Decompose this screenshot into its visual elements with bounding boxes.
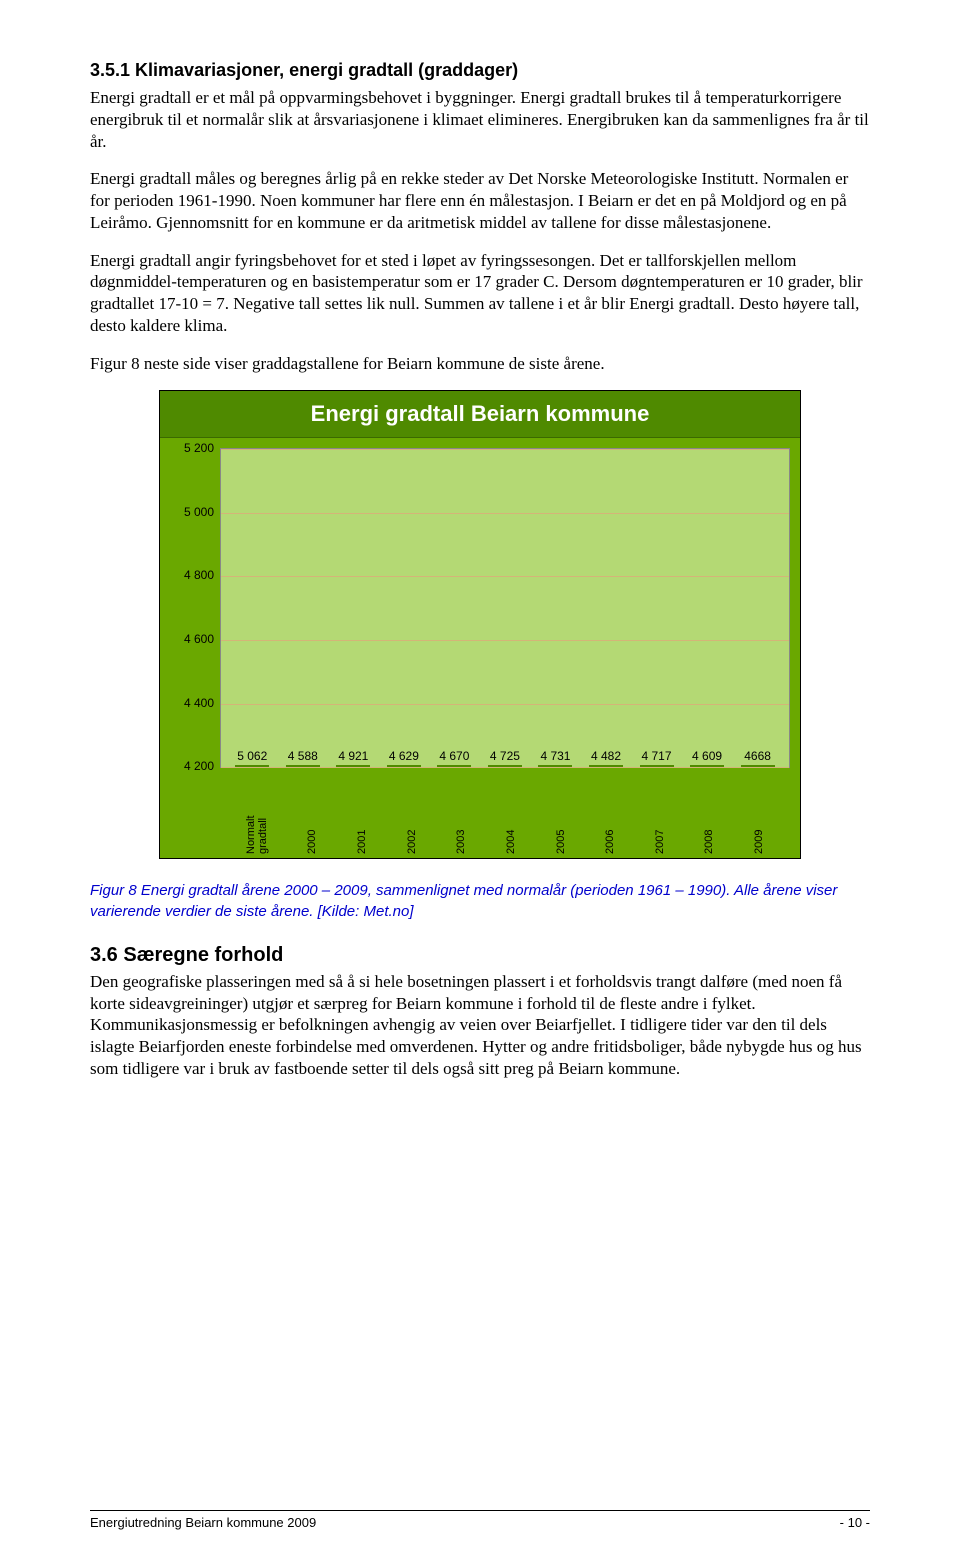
bar-value-label: 4 588 [288, 749, 318, 763]
bar-rect [640, 765, 674, 767]
chart-bar: 5 062 [235, 749, 269, 767]
y-tick-label: 5 200 [184, 441, 214, 455]
y-tick-label: 4 200 [184, 759, 214, 773]
y-tick-label: 4 800 [184, 568, 214, 582]
chart-gridline [221, 767, 789, 768]
bar-value-label: 4 921 [338, 749, 368, 763]
chart-plot-area: 5 200 5 000 4 800 4 600 4 400 4 200 5 062 4 58… [160, 438, 800, 778]
bar-rect [286, 765, 320, 767]
bar-value-label: 4 670 [439, 749, 469, 763]
page-footer: Energiutredning Beiarn kommune 2009 - 10… [90, 1510, 870, 1530]
x-tick-label: Normalt gradtall [245, 782, 269, 854]
section-351-p3: Energi gradtall angir fyringsbehovet for… [90, 250, 870, 337]
chart-x-labels: Normalt gradtall 2000 2001 2002 2003 2004 2005… [220, 778, 790, 858]
x-tick-label: 2008 [703, 782, 715, 854]
bar-rect [690, 765, 724, 767]
bar-value-label: 4 629 [389, 749, 419, 763]
chart-bar: 4 670 [437, 749, 471, 767]
section-351-p2: Energi gradtall måles og beregnes årlig … [90, 168, 870, 233]
figure-8-caption: Figur 8 Energi gradtall årene 2000 – 200… [90, 881, 870, 922]
chart-bar: 4668 [741, 749, 775, 767]
bar-value-label: 4 731 [540, 749, 570, 763]
chart-bar: 4 921 [336, 749, 370, 767]
bar-value-label: 4 609 [692, 749, 722, 763]
bar-value-label: 4 725 [490, 749, 520, 763]
footer-right: - 10 - [840, 1515, 870, 1530]
bar-rect [387, 765, 421, 767]
chart-bar: 4 482 [589, 749, 623, 767]
chart-y-axis: 5 200 5 000 4 800 4 600 4 400 4 200 [160, 438, 220, 778]
chart-bar: 4 629 [387, 749, 421, 767]
x-tick-label: 2004 [505, 782, 517, 854]
chart-title: Energi gradtall Beiarn kommune [160, 391, 800, 438]
chart-bar: 4 731 [538, 749, 572, 767]
section-351-p4: Figur 8 neste side viser graddagstallene… [90, 353, 870, 375]
footer-left: Energiutredning Beiarn kommune 2009 [90, 1515, 316, 1530]
x-tick-label: 2000 [306, 782, 318, 854]
chart-bar: 4 609 [690, 749, 724, 767]
y-tick-label: 4 400 [184, 696, 214, 710]
section-351-p1: Energi gradtall er et mål på oppvarmings… [90, 87, 870, 152]
chart-bar: 4 717 [640, 749, 674, 767]
bar-rect [589, 765, 623, 767]
x-tick-label: 2001 [356, 782, 368, 854]
chart-bar: 4 725 [488, 749, 522, 767]
bar-rect [538, 765, 572, 767]
section-36-heading: 3.6 Særegne forhold [90, 944, 870, 967]
bar-rect [488, 765, 522, 767]
bar-value-label: 4 482 [591, 749, 621, 763]
chart-bars: 5 062 4 588 4 921 4 629 4 670 4 725 4 731 4 482… [221, 449, 789, 767]
bar-rect [741, 765, 775, 767]
x-tick-label: 2002 [406, 782, 418, 854]
section-351-heading: 3.5.1 Klimavariasjoner, energi gradtall … [90, 60, 870, 81]
bar-value-label: 5 062 [237, 749, 267, 763]
bar-value-label: 4668 [744, 749, 771, 763]
energy-gradtall-chart: Energi gradtall Beiarn kommune 5 200 5 00… [159, 390, 801, 859]
bar-value-label: 4 717 [642, 749, 672, 763]
x-tick-label: 2003 [455, 782, 467, 854]
chart-bar: 4 588 [286, 749, 320, 767]
chart-plot: 5 062 4 588 4 921 4 629 4 670 4 725 4 731 4 482… [220, 448, 790, 768]
y-tick-label: 5 000 [184, 505, 214, 519]
bar-rect [336, 765, 370, 767]
bar-rect [437, 765, 471, 767]
x-tick-label: 2005 [555, 782, 567, 854]
x-tick-label: 2009 [753, 782, 765, 854]
bar-rect [235, 765, 269, 767]
x-tick-label: 2006 [604, 782, 616, 854]
section-36-p1: Den geografiske plasseringen med så å si… [90, 971, 870, 1080]
chart-x-axis: Normalt gradtall 2000 2001 2002 2003 2004 2005… [160, 778, 800, 858]
y-tick-label: 4 600 [184, 632, 214, 646]
x-tick-label: 2007 [654, 782, 666, 854]
